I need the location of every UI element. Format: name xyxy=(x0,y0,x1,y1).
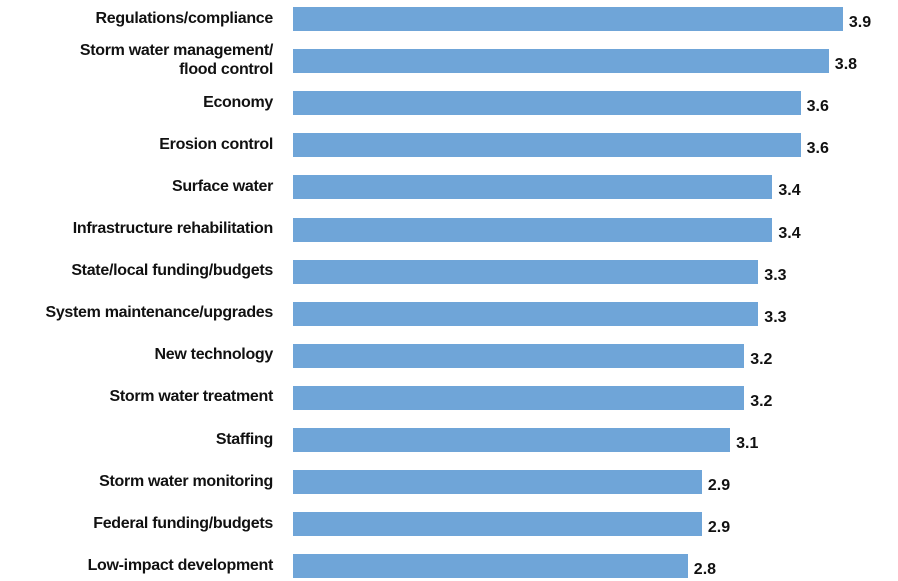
category-label: Regulations/compliance xyxy=(95,9,274,27)
value-label: 3.3 xyxy=(764,266,787,284)
value-label: 2.8 xyxy=(693,561,717,579)
category-label: Staffing xyxy=(215,430,273,448)
value-label: 3.8 xyxy=(834,56,858,74)
bar xyxy=(293,175,773,200)
category-label: Storm water management/ flood control xyxy=(79,42,273,79)
category-label: Federal funding/budgets xyxy=(93,514,273,532)
bar xyxy=(293,301,759,326)
bar xyxy=(293,343,745,368)
bar xyxy=(293,428,731,452)
value-label: 3.6 xyxy=(806,98,829,116)
value-label: 3.9 xyxy=(848,14,872,31)
value-label: 3.4 xyxy=(778,224,801,242)
bar xyxy=(293,91,801,116)
bar xyxy=(293,554,688,579)
value-label: 3.3 xyxy=(764,308,787,326)
category-label: Low-impact development xyxy=(87,556,274,574)
value-label: 3.6 xyxy=(806,140,829,158)
value-label: 3.4 xyxy=(778,182,801,200)
category-label: System maintenance/upgrades xyxy=(45,304,273,322)
category-label: Economy xyxy=(203,93,273,111)
bar xyxy=(293,217,773,242)
bar xyxy=(293,133,801,158)
bar xyxy=(293,385,745,410)
category-label: State/local funding/budgets xyxy=(71,262,273,280)
value-label: 2.9 xyxy=(707,519,731,537)
category-label: New technology xyxy=(154,346,274,364)
category-label: Storm water treatment xyxy=(109,388,273,406)
category-label: Storm water monitoring xyxy=(99,472,273,490)
category-label: Surface water xyxy=(171,177,273,195)
bar xyxy=(293,259,759,284)
bar xyxy=(293,49,829,74)
bar xyxy=(293,470,702,495)
value-label: 3.2 xyxy=(750,392,773,410)
bar xyxy=(293,512,702,537)
category-label: Infrastructure rehabilitation xyxy=(72,220,274,237)
category-label: Erosion control xyxy=(159,135,273,153)
value-label: 2.9 xyxy=(707,477,731,495)
value-label: 3.1 xyxy=(736,435,759,452)
bar xyxy=(293,7,843,31)
value-label: 3.2 xyxy=(750,350,773,368)
